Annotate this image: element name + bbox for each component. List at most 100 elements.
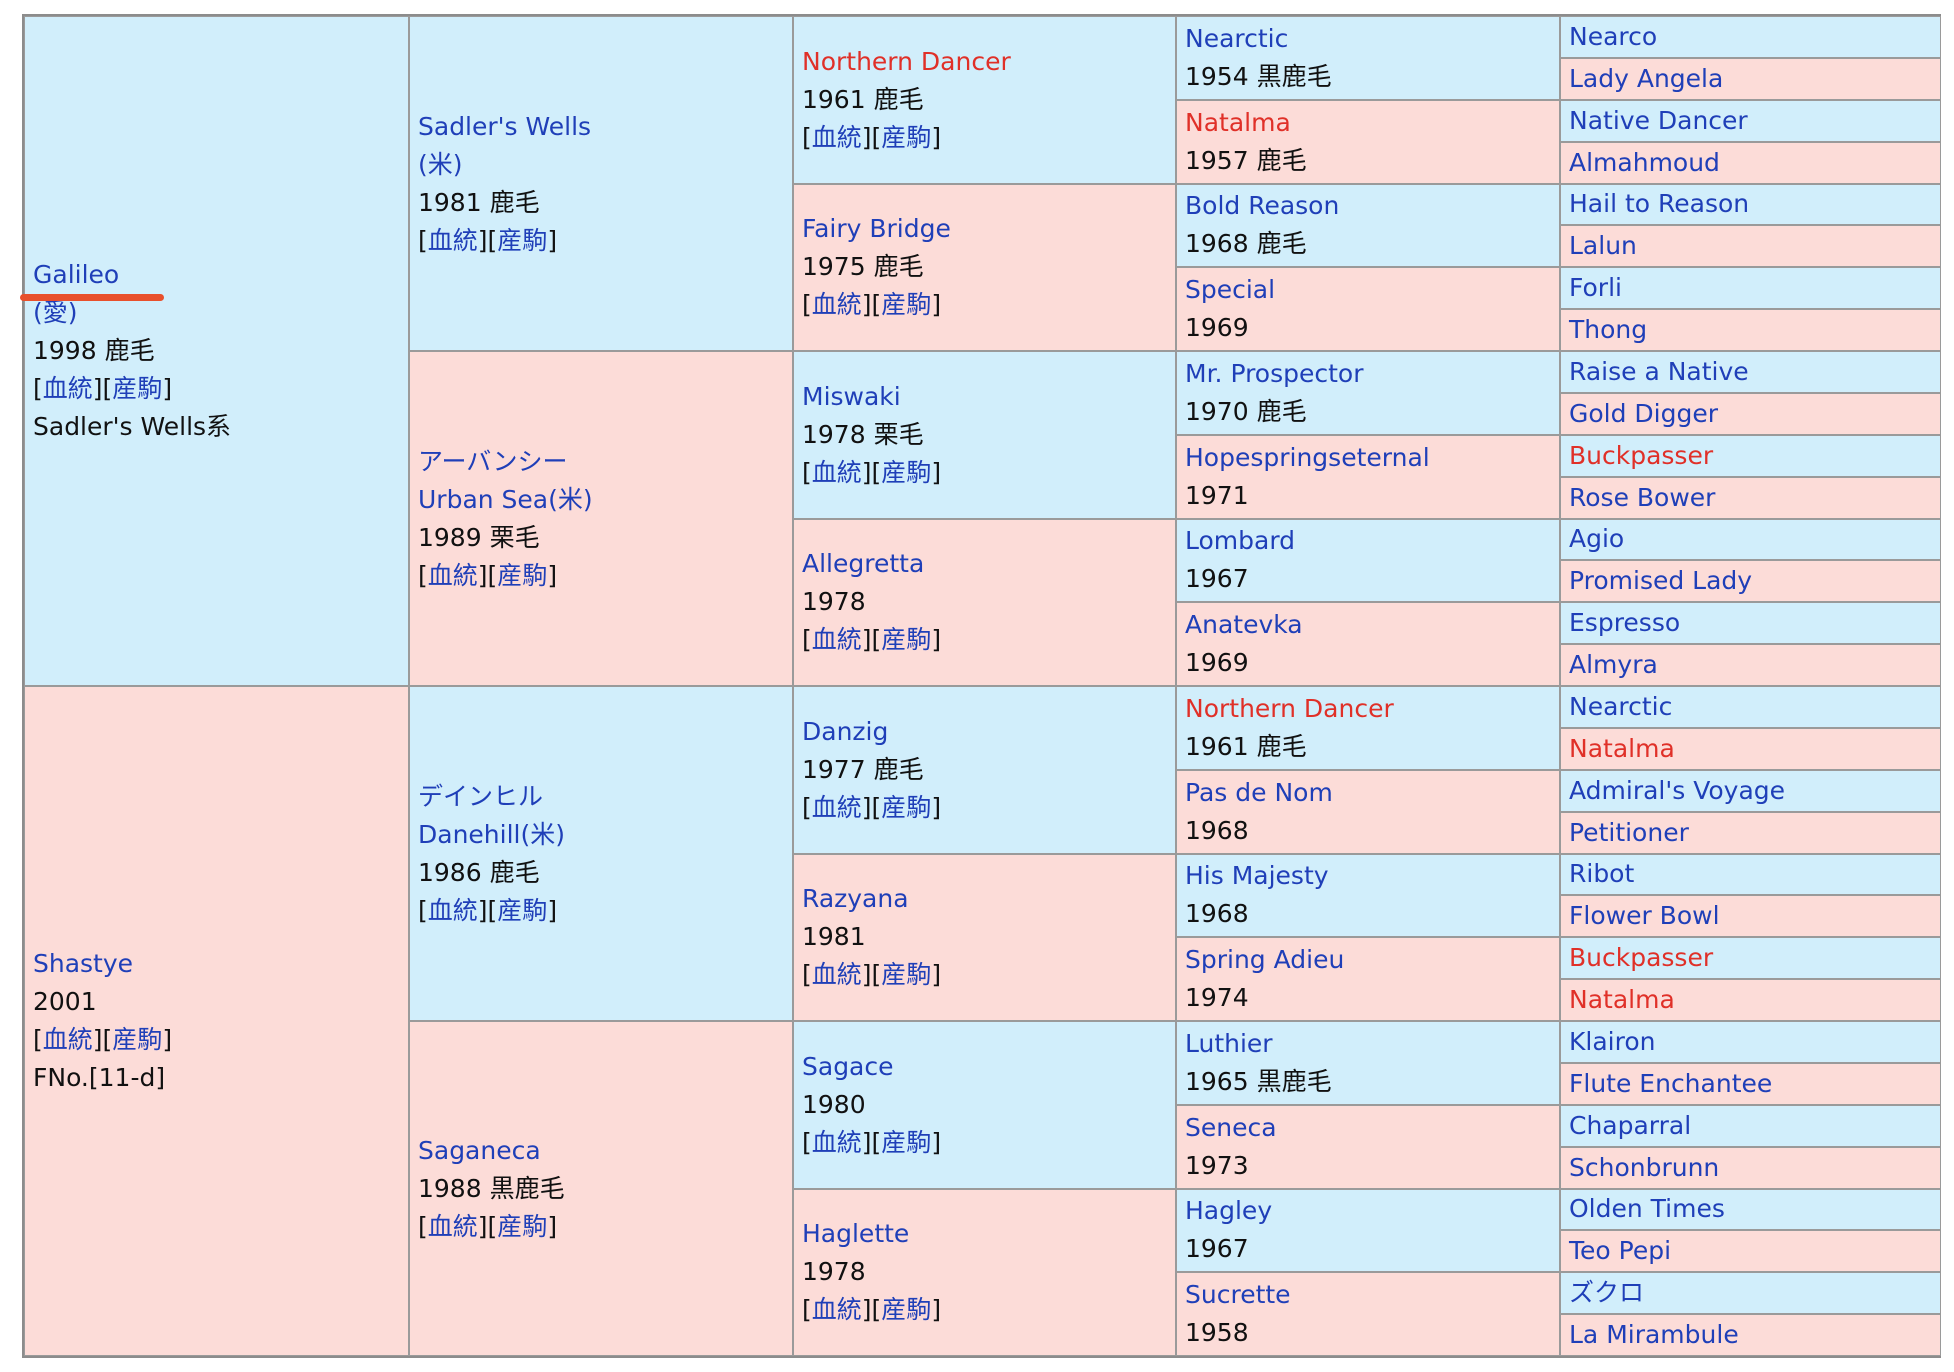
horse-name-link[interactable]: Sucrette [1185,1280,1291,1310]
horse-name-link[interactable]: Buckpasser [1569,943,1714,973]
horse-name-link[interactable]: Flute Enchantee [1569,1068,1773,1098]
horse-name-link[interactable]: Spring Adieu [1185,945,1345,975]
horse-name-secondary-link[interactable]: (米) [418,149,463,179]
pedigree-link[interactable]: 血統 [42,374,93,403]
horse-name-link[interactable]: Nearco [1569,21,1658,51]
horse-name-link[interactable]: Shastye [33,949,134,978]
horse-name-link[interactable]: Lombard [1185,526,1296,556]
horse-name-link[interactable]: Northern Dancer [1185,693,1394,723]
pedigree-link[interactable]: 血統 [811,792,862,822]
horse-name-link[interactable]: Special [1185,275,1276,305]
horse-name-link[interactable]: Lady Angela [1569,63,1724,93]
pedigree-link[interactable]: 血統 [427,895,478,925]
pedigree-link[interactable]: 血統 [427,225,478,255]
horse-name-link[interactable]: Almyra [1569,650,1658,680]
horse-name-link[interactable]: Natalma [1569,733,1675,763]
horse-name-link[interactable]: Nearctic [1185,23,1289,53]
horse-name-link[interactable]: Rose Bower [1569,482,1716,512]
horse-name-link[interactable]: Teo Pepi [1569,1236,1672,1266]
horse-name-link[interactable]: Haglette [802,1219,910,1249]
horse-name-link[interactable]: Almahmoud [1569,147,1720,177]
horse-name-link[interactable]: Klairon [1569,1026,1656,1056]
horse-name-link[interactable]: Olden Times [1569,1194,1725,1224]
horse-name-link[interactable]: Nearctic [1569,691,1673,721]
offspring-link[interactable]: 産駒 [881,1295,932,1325]
horse-name-link[interactable]: Seneca [1185,1112,1277,1142]
horse-name-link[interactable]: Natalma [1569,985,1675,1015]
horse-name-link[interactable]: Pas de Nom [1185,777,1333,807]
pedigree-link[interactable]: 血統 [811,1295,862,1325]
horse-name-link[interactable]: Hopespringseternal [1185,442,1430,472]
offspring-link[interactable]: 産駒 [881,290,932,320]
horse-name-link[interactable]: Raise a Native [1569,356,1749,386]
pedigree-cell-gen4: Northern Dancer 1961 鹿毛 [1176,686,1560,770]
horse-name-link[interactable]: Native Dancer [1569,105,1748,135]
horse-name-link[interactable]: Razyana [802,884,909,914]
horse-name-link[interactable]: Lalun [1569,231,1637,261]
horse-name-link[interactable]: His Majesty [1185,861,1329,891]
horse-name-link[interactable]: Galileo [33,260,120,289]
horse-name-link[interactable]: Flower Bowl [1569,901,1720,931]
bracket: [ [418,225,428,255]
pedigree-link[interactable]: 血統 [427,1211,478,1241]
pedigree-link[interactable]: 血統 [811,122,862,152]
horse-name-link[interactable]: Admiral's Voyage [1569,775,1786,805]
pedigree-link[interactable]: 血統 [811,457,862,487]
horse-name-link[interactable]: Sadler's Wells [418,111,592,141]
horse-name-link[interactable]: Thong [1569,315,1648,345]
offspring-link[interactable]: 産駒 [881,457,932,487]
horse-name-link[interactable]: Saganeca [418,1135,541,1165]
offspring-link[interactable]: 産駒 [881,1127,932,1157]
horse-name-link[interactable]: Agio [1569,524,1625,554]
horse-name-link[interactable]: Bold Reason [1185,191,1340,221]
bracket: ] [931,625,942,655]
offspring-link[interactable]: 産駒 [112,1025,163,1054]
horse-name-link[interactable]: Promised Lady [1569,566,1753,596]
horse-name-link[interactable]: Gold Digger [1569,398,1719,428]
horse-name-secondary-link[interactable]: Danehill(米) [418,819,565,849]
horse-name-link[interactable]: Hagley [1185,1196,1273,1226]
horse-name-link[interactable]: Luthier [1185,1028,1273,1058]
bracket: ][ [477,1211,498,1241]
horse-name-link[interactable]: Hail to Reason [1569,189,1750,219]
horse-name-link[interactable]: デインヒル [418,781,544,811]
pedigree-cell-gen3: Razyana 1981 [血統][産駒] [793,853,1176,1021]
offspring-link[interactable]: 産駒 [881,792,932,822]
horse-name-link[interactable]: Espresso [1569,608,1681,638]
pedigree-link[interactable]: 血統 [811,1127,862,1157]
horse-name-secondary-link[interactable]: Urban Sea(米) [418,484,593,514]
offspring-link[interactable]: 産駒 [497,560,548,590]
horse-name-link[interactable]: アーバンシー [418,446,568,476]
horse-name-link[interactable]: La Mirambule [1569,1320,1739,1350]
horse-name-link[interactable]: Fairy Bridge [802,214,951,244]
horse-name-link[interactable]: Danzig [802,716,889,746]
bracket: [ [802,122,812,152]
offspring-link[interactable]: 産駒 [497,895,548,925]
horse-name-link[interactable]: Buckpasser [1569,440,1714,470]
horse-name-link[interactable]: ズクロ [1569,1278,1645,1308]
pedigree-link[interactable]: 血統 [427,560,478,590]
offspring-link[interactable]: 産駒 [881,960,932,990]
horse-name-link[interactable]: Schonbrunn [1569,1152,1720,1182]
horse-name-link[interactable]: Sagace [802,1051,894,1081]
offspring-link[interactable]: 産駒 [881,122,932,152]
offspring-link[interactable]: 産駒 [497,225,548,255]
horse-name-link[interactable]: Miswaki [802,381,901,411]
offspring-link[interactable]: 産駒 [497,1211,548,1241]
horse-name-link[interactable]: Forli [1569,273,1622,303]
pedigree-link[interactable]: 血統 [811,625,862,655]
offspring-link[interactable]: 産駒 [112,374,163,403]
horse-name-secondary-link[interactable]: (愛) [33,298,78,327]
horse-name-link[interactable]: Natalma [1185,107,1291,137]
horse-name-link[interactable]: Chaparral [1569,1110,1692,1140]
pedigree-link[interactable]: 血統 [811,290,862,320]
horse-name-link[interactable]: Northern Dancer [802,46,1011,76]
pedigree-link[interactable]: 血統 [811,960,862,990]
offspring-link[interactable]: 産駒 [881,625,932,655]
horse-name-link[interactable]: Petitioner [1569,817,1689,847]
horse-name-link[interactable]: Anatevka [1185,610,1303,640]
horse-name-link[interactable]: Allegretta [802,549,925,579]
pedigree-link[interactable]: 血統 [42,1025,93,1054]
horse-name-link[interactable]: Ribot [1569,859,1635,889]
horse-name-link[interactable]: Mr. Prospector [1185,358,1364,388]
